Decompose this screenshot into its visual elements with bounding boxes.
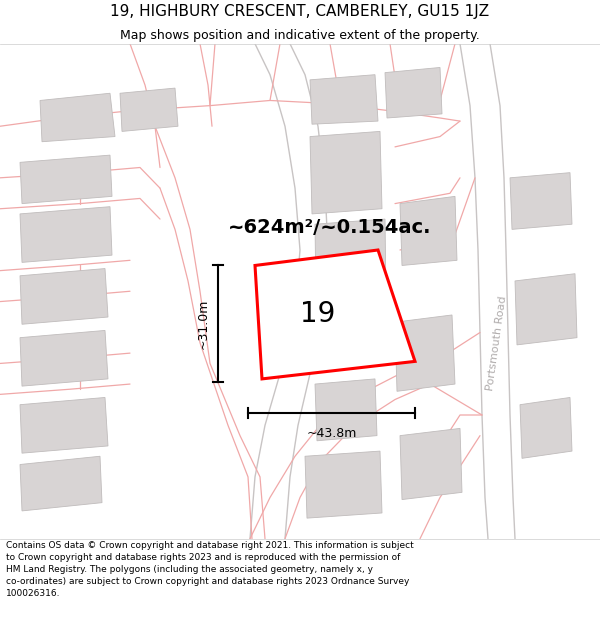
Text: ~624m²/~0.154ac.: ~624m²/~0.154ac.	[228, 217, 432, 237]
Polygon shape	[305, 451, 382, 518]
Polygon shape	[20, 456, 102, 511]
Polygon shape	[20, 269, 108, 324]
Polygon shape	[515, 274, 577, 345]
Polygon shape	[520, 398, 572, 458]
Polygon shape	[20, 207, 112, 262]
Polygon shape	[400, 428, 462, 499]
Polygon shape	[310, 131, 382, 214]
Text: Highbury Crescent: Highbury Crescent	[262, 269, 302, 365]
Polygon shape	[20, 331, 108, 386]
Polygon shape	[400, 196, 457, 266]
Polygon shape	[385, 68, 442, 118]
Polygon shape	[510, 173, 572, 229]
Text: ~31.0m: ~31.0m	[197, 299, 210, 349]
Text: ~43.8m: ~43.8m	[307, 428, 356, 441]
Polygon shape	[255, 250, 415, 379]
Polygon shape	[315, 219, 386, 301]
Polygon shape	[315, 379, 377, 441]
Text: 19: 19	[300, 300, 335, 328]
Text: Map shows position and indicative extent of the property.: Map shows position and indicative extent…	[120, 29, 480, 41]
Polygon shape	[20, 398, 108, 453]
Text: Portsmouth Road: Portsmouth Road	[485, 295, 509, 391]
Polygon shape	[20, 155, 112, 204]
Polygon shape	[395, 315, 455, 391]
Text: 19, HIGHBURY CRESCENT, CAMBERLEY, GU15 1JZ: 19, HIGHBURY CRESCENT, CAMBERLEY, GU15 1…	[110, 4, 490, 19]
Text: Contains OS data © Crown copyright and database right 2021. This information is : Contains OS data © Crown copyright and d…	[6, 541, 414, 598]
Polygon shape	[120, 88, 178, 131]
Polygon shape	[40, 93, 115, 142]
Polygon shape	[310, 74, 378, 124]
